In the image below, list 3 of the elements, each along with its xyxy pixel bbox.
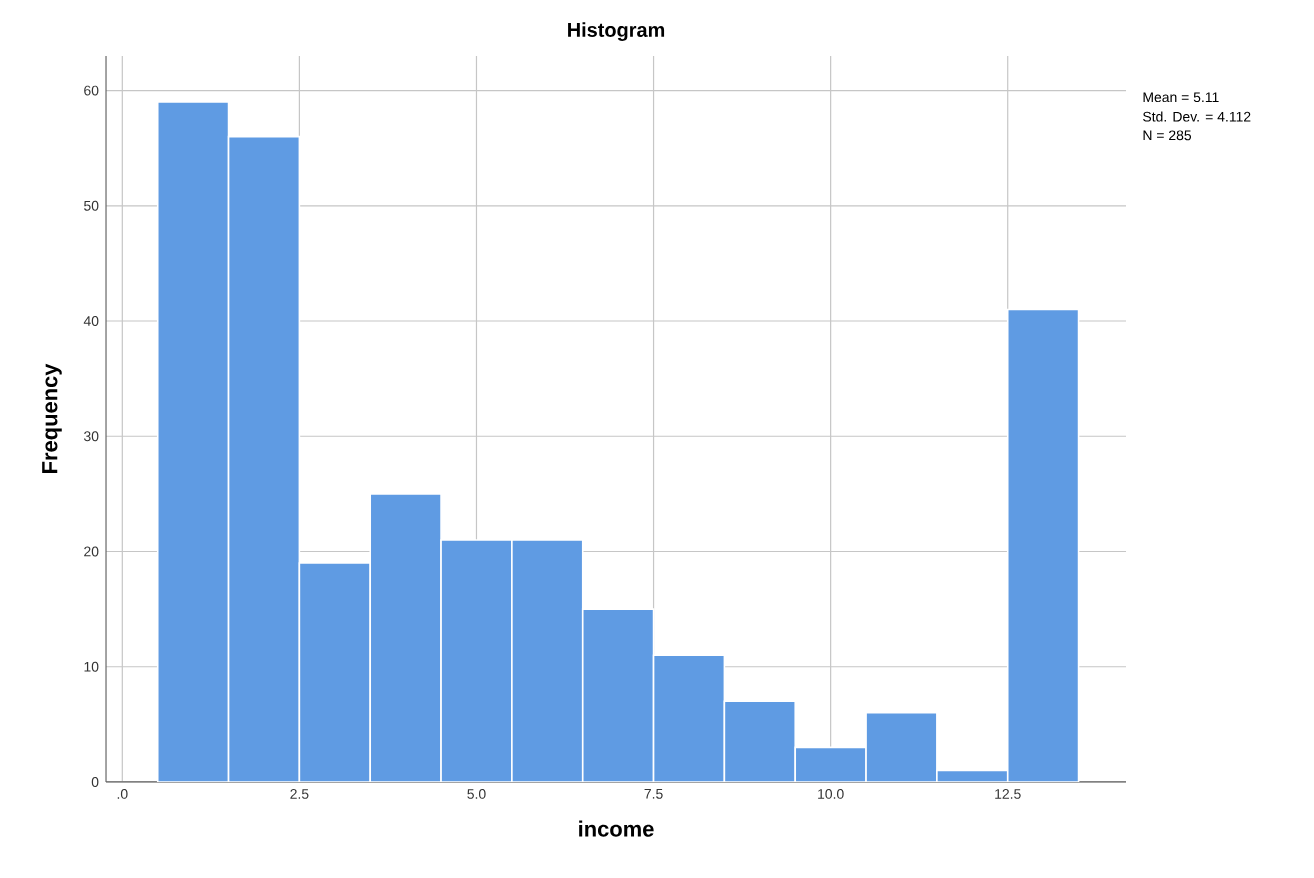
y-axis-title: Frequency <box>42 363 62 473</box>
chart-title: Histogram <box>568 22 665 41</box>
x-axis-title: income <box>579 820 654 837</box>
